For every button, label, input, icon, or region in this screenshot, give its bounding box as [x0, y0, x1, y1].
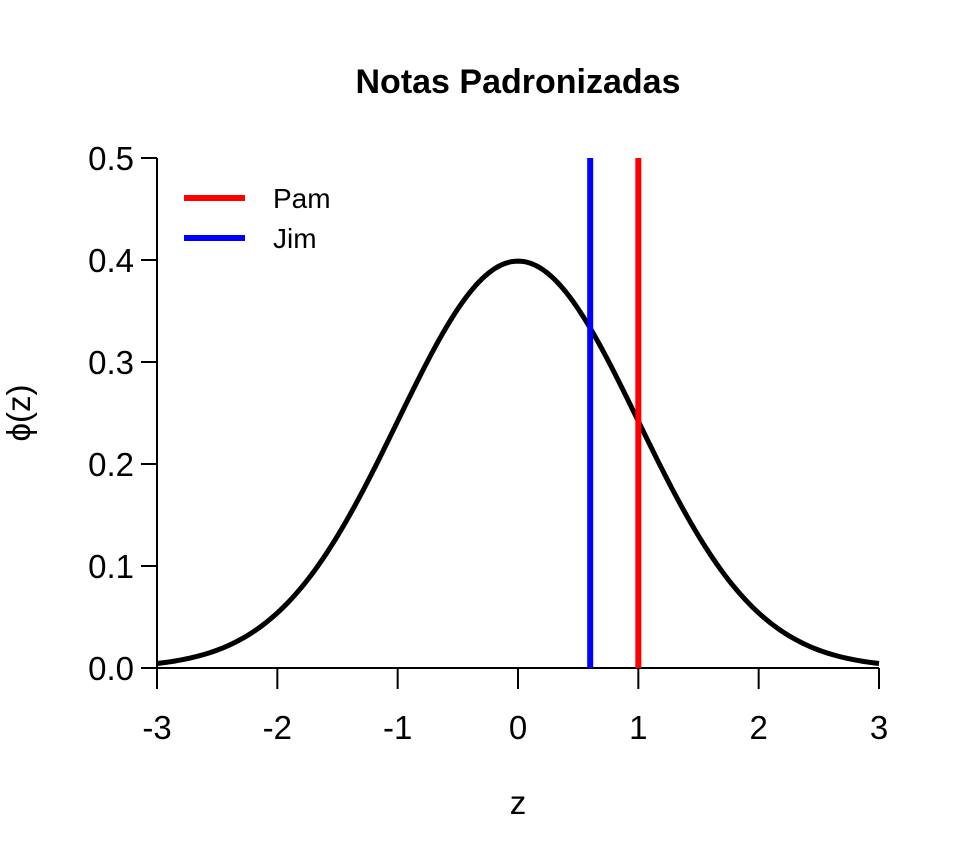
x-tick-label: 0	[509, 709, 527, 746]
legend-label-pam: Pam	[273, 183, 331, 214]
y-tick-label: 0.1	[88, 548, 134, 585]
y-tick-label: 0.3	[88, 344, 134, 381]
y-axis: 0.0 0.1 0.2 0.3 0.4 0.5	[88, 140, 158, 687]
x-tick-label: 3	[870, 709, 888, 746]
x-tick-label: -1	[383, 709, 412, 746]
y-tick-label: 0.5	[88, 140, 134, 177]
chart-title: Notas Padronizadas	[356, 63, 681, 101]
x-tick-label: -3	[142, 709, 171, 746]
vlines	[587, 158, 642, 668]
x-axis-label: z	[510, 784, 527, 821]
x-tick-label: -2	[263, 709, 292, 746]
x-axis: -3 -2 -1 0 1 2 3	[142, 667, 888, 746]
normal-density-curve	[156, 258, 880, 666]
x-tick-label: 2	[749, 709, 767, 746]
legend-label-jim: Jim	[273, 223, 317, 254]
y-tick-label: 0.4	[88, 242, 134, 279]
y-tick-label: 0.2	[88, 446, 134, 483]
y-tick-label: 0.0	[88, 650, 134, 687]
x-tick-label: 1	[629, 709, 647, 746]
y-axis-label: ϕ(z)	[0, 385, 37, 442]
legend: Pam Jim	[184, 183, 331, 254]
